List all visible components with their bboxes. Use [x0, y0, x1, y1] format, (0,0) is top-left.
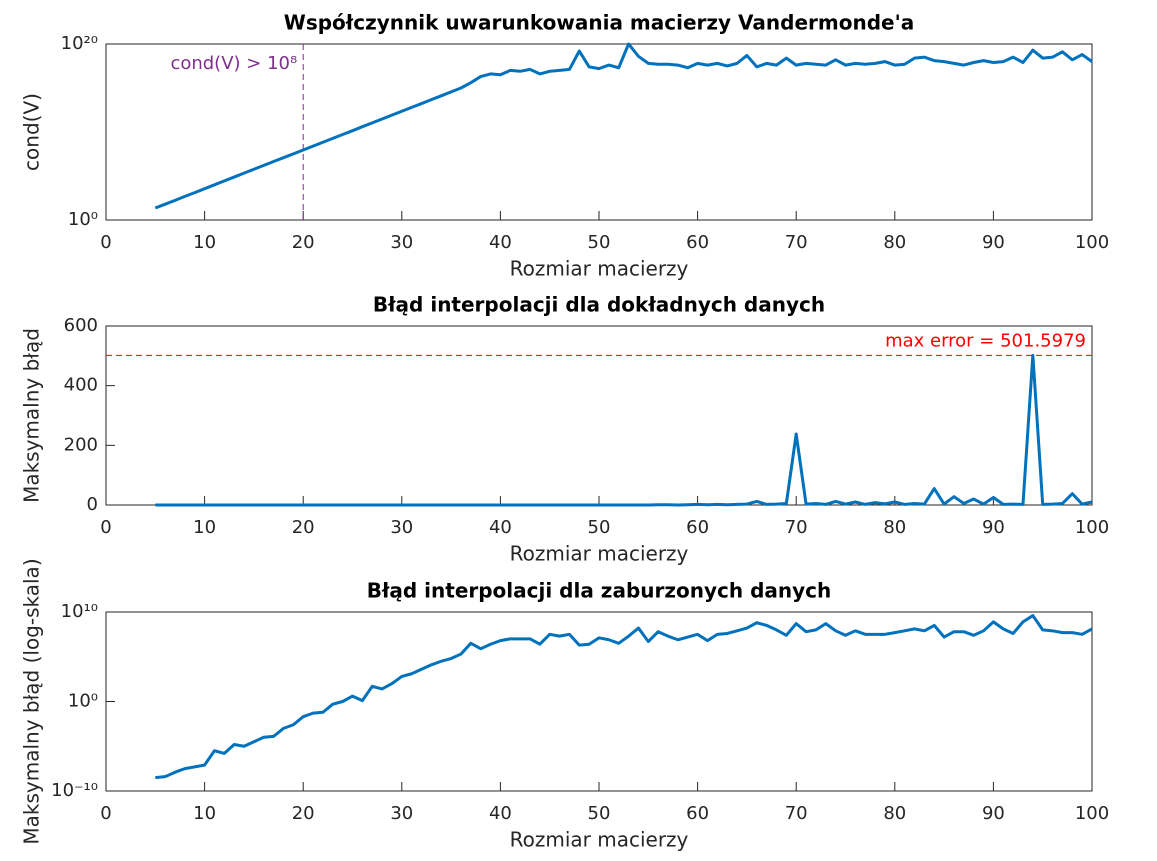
x-tick-label: 100: [1075, 803, 1109, 824]
x-tick-label: 100: [1075, 232, 1109, 253]
x-tick-label: 60: [686, 517, 709, 538]
x-tick-label: 10: [193, 517, 216, 538]
x-tick-label: 30: [390, 517, 413, 538]
x-tick-label: 100: [1075, 517, 1109, 538]
x-tick-label: 0: [100, 517, 111, 538]
y-axis-label: Maksymalny błąd (log-skala): [20, 558, 44, 844]
x-tick-label: 20: [292, 517, 315, 538]
y-axis-label: Maksymalny błąd: [20, 328, 44, 503]
y-tick-label: 400: [64, 375, 98, 396]
x-tick-label: 80: [883, 232, 906, 253]
x-axis-label: Rozmiar macierzy: [510, 257, 689, 281]
y-tick-label: 0: [87, 494, 98, 515]
x-tick-label: 90: [982, 232, 1005, 253]
y-tick-label: 600: [64, 315, 98, 336]
x-tick-label: 90: [982, 803, 1005, 824]
x-tick-label: 50: [588, 803, 611, 824]
chart-title: Współczynnik uwarunkowania macierzy Vand…: [284, 11, 914, 35]
x-tick-label: 40: [489, 803, 512, 824]
x-tick-label: 10: [193, 232, 216, 253]
chart-title: Błąd interpolacji dla dokładnych danych: [373, 293, 825, 317]
plot-area: [105, 325, 1093, 506]
plot-area: [105, 43, 1093, 221]
x-tick-label: 30: [390, 803, 413, 824]
data-line: [154, 42, 1093, 210]
x-tick-label: 80: [883, 803, 906, 824]
x-tick-label: 0: [100, 803, 111, 824]
x-axis-label: Rozmiar macierzy: [510, 828, 689, 852]
data-line: [155, 353, 1093, 507]
x-tick-label: 50: [588, 232, 611, 253]
y-tick-label: 10⁰: [68, 691, 98, 712]
x-tick-label: 40: [489, 232, 512, 253]
x-tick-label: 10: [193, 803, 216, 824]
y-axis-label: cond(V): [20, 93, 44, 171]
x-tick-label: 0: [100, 232, 111, 253]
plot-area: [105, 611, 1093, 792]
x-tick-label: 70: [785, 803, 808, 824]
y-tick-label: 10²⁰: [61, 33, 98, 54]
x-tick-label: 20: [292, 803, 315, 824]
x-tick-label: 70: [785, 517, 808, 538]
data-line: [155, 614, 1093, 780]
x-tick-label: 90: [982, 517, 1005, 538]
x-tick-label: 70: [785, 232, 808, 253]
x-axis-label: Rozmiar macierzy: [510, 542, 689, 566]
y-tick-label: 10¹⁰: [61, 601, 98, 622]
x-tick-label: 40: [489, 517, 512, 538]
y-tick-label: 10⁰: [68, 209, 98, 230]
x-tick-label: 50: [588, 517, 611, 538]
x-tick-label: 20: [292, 232, 315, 253]
reference-label: max error = 501.5979: [885, 330, 1086, 351]
reference-label: cond(V) > 10⁸: [170, 53, 297, 74]
x-tick-label: 30: [390, 232, 413, 253]
y-tick-label: 10⁻¹⁰: [51, 780, 98, 801]
x-tick-label: 60: [686, 232, 709, 253]
x-tick-label: 80: [883, 517, 906, 538]
chart-title: Błąd interpolacji dla zaburzonych danych: [367, 579, 832, 603]
y-tick-label: 200: [64, 434, 98, 455]
x-tick-label: 60: [686, 803, 709, 824]
